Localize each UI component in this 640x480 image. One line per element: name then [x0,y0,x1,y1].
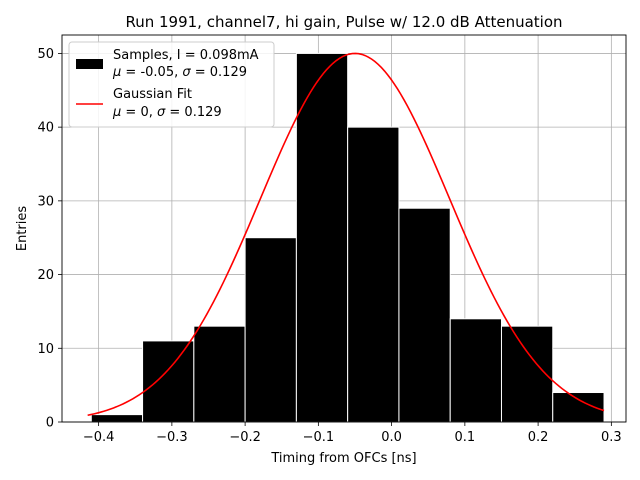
legend-samples-stats: μ = -0.05, σ = 0.129 [112,65,247,80]
x-tick-label: 0.1 [455,430,476,445]
y-tick-label: 50 [37,47,54,62]
gaussian-fit-line [87,52,605,417]
legend-fit-label: Gaussian Fit [113,87,192,102]
legend: Samples, I = 0.098mA μ = -0.05, σ = 0.12… [68,41,275,128]
x-axis-label: Timing from OFCs [ns] [270,451,416,466]
x-axis-ticks: −0.4 −0.3 −0.2 −0.1 0.0 0.1 0.2 0.3 [83,422,622,445]
plot-frame [61,34,627,423]
histogram-bar [90,414,144,423]
legend-fit-sigma: 0.129 [184,105,221,120]
legend-samples-sigma: 0.129 [210,65,247,80]
legend-samples-mu: -0.05 [140,65,174,80]
histogram-bar [398,207,451,423]
x-tick-label: −0.1 [303,430,335,445]
x-tick-label: 0.2 [528,430,549,445]
histogram-bar [295,52,349,423]
y-tick-label: 10 [37,342,54,357]
histogram-bar [500,325,554,423]
x-tick-label: −0.3 [156,430,188,445]
x-tick-label: 0.0 [381,430,402,445]
legend-fit-stats: μ = 0, σ = 0.129 [112,105,222,120]
y-axis-ticks: 0 10 20 30 40 50 [37,47,62,431]
histogram-bar [193,325,246,423]
x-tick-label: −0.2 [229,430,261,445]
histogram-bars [90,52,605,423]
y-tick-label: 30 [37,194,54,209]
x-tick-label: −0.4 [83,430,115,445]
legend-samples-label: Samples, I = 0.098mA [113,48,259,63]
histogram-bar [142,340,195,423]
legend-box [68,41,275,128]
legend-samples-swatch [76,59,103,69]
histogram-bar [244,237,297,423]
x-tick-label: 0.3 [601,430,622,445]
y-tick-label: 20 [37,268,54,283]
chart-title: Run 1991, channel7, hi gain, Pulse w/ 12… [125,13,562,31]
y-tick-label: 40 [37,121,54,136]
histogram-bar [347,126,400,423]
y-axis-label: Entries [15,206,30,252]
legend-fit-mu: 0 [140,105,148,120]
histogram-bar [449,318,502,423]
y-tick-label: 0 [46,416,54,431]
